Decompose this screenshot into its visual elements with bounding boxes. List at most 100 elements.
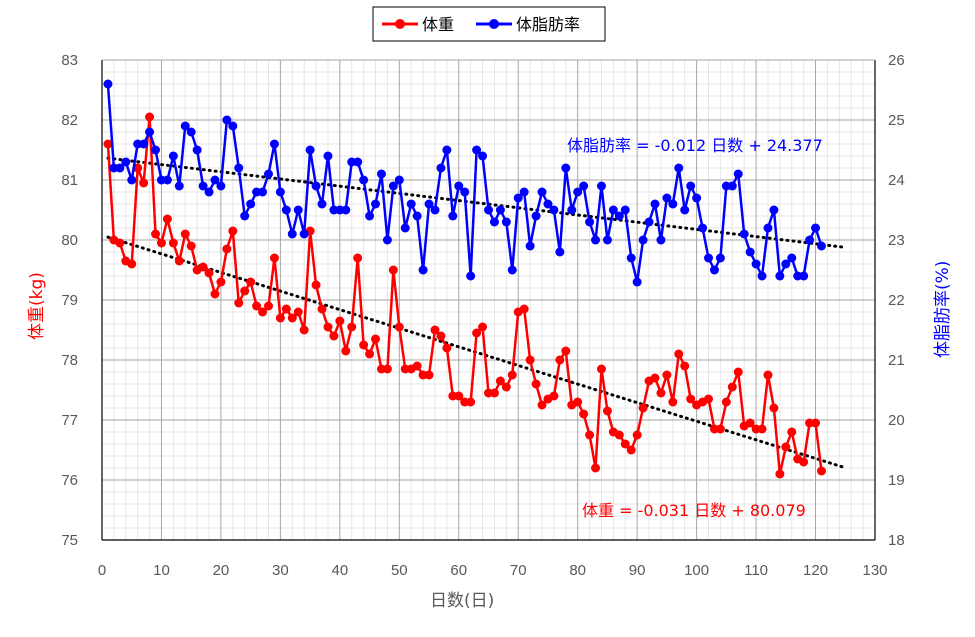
- data-point-weight: [382, 364, 392, 374]
- data-point-weight: [335, 316, 345, 326]
- data-point-weight: [240, 286, 250, 296]
- data-point-bodyfat: [216, 181, 226, 191]
- data-point-weight: [293, 307, 303, 317]
- data-point-bodyfat: [436, 163, 446, 173]
- left-y-tick-label: 77: [61, 412, 78, 429]
- data-point-bodyfat: [269, 139, 279, 149]
- data-point-weight: [775, 469, 785, 479]
- data-point-weight: [489, 388, 499, 398]
- data-point-weight: [650, 373, 660, 383]
- data-point-weight: [727, 382, 737, 392]
- data-point-weight: [531, 379, 541, 389]
- data-point-weight: [252, 301, 262, 311]
- data-point-bodyfat: [650, 199, 660, 209]
- data-point-bodyfat: [489, 217, 499, 227]
- data-point-bodyfat: [293, 205, 303, 215]
- data-point-bodyfat: [704, 253, 714, 263]
- data-point-weight: [246, 277, 256, 287]
- data-point-bodyfat: [656, 235, 666, 245]
- data-point-bodyfat: [608, 205, 618, 215]
- data-point-weight: [174, 256, 184, 266]
- data-point-weight: [733, 367, 743, 377]
- data-point-weight: [573, 397, 583, 407]
- data-point-weight: [204, 268, 214, 278]
- data-point-weight: [198, 262, 208, 272]
- data-point-weight: [715, 424, 725, 434]
- data-point-weight: [127, 259, 137, 269]
- data-point-weight: [287, 313, 297, 323]
- data-point-bodyfat: [115, 163, 125, 173]
- data-point-bodyfat: [632, 277, 642, 287]
- data-point-bodyfat: [341, 205, 351, 215]
- data-point-bodyfat: [174, 181, 184, 191]
- data-point-bodyfat: [537, 187, 547, 197]
- data-point-bodyfat: [376, 169, 386, 179]
- left-y-tick-label: 82: [61, 112, 78, 129]
- data-point-bodyfat: [472, 145, 482, 155]
- data-point-weight: [216, 277, 226, 287]
- data-point-bodyfat: [311, 181, 321, 191]
- data-point-weight: [115, 238, 125, 248]
- data-point-bodyfat: [495, 205, 505, 215]
- data-point-bodyfat: [805, 235, 815, 245]
- data-point-weight: [596, 364, 606, 374]
- data-point-bodyfat: [751, 259, 761, 269]
- data-point-bodyfat: [484, 205, 493, 215]
- data-point-bodyfat: [692, 193, 702, 203]
- data-point-weight: [757, 424, 767, 434]
- data-point-bodyfat: [454, 181, 464, 191]
- data-point-bodyfat: [210, 175, 220, 185]
- data-point-weight: [168, 238, 178, 248]
- x-tick-label: 10: [153, 562, 170, 579]
- data-point-bodyfat: [305, 145, 315, 155]
- data-point-bodyfat: [549, 205, 559, 215]
- data-point-bodyfat: [192, 145, 202, 155]
- data-point-weight: [359, 340, 369, 350]
- data-point-bodyfat: [602, 235, 612, 245]
- data-point-weight: [632, 430, 642, 440]
- data-point-bodyfat: [662, 193, 672, 203]
- data-point-weight: [371, 334, 381, 344]
- data-point-bodyfat: [412, 211, 422, 221]
- left-axis-title: 体重(kg): [27, 272, 47, 340]
- data-point-bodyfat: [180, 121, 190, 131]
- data-point-weight: [269, 253, 279, 263]
- data-point-weight: [365, 349, 375, 359]
- data-point-bodyfat: [371, 199, 381, 209]
- data-point-bodyfat: [263, 169, 273, 179]
- data-point-weight: [263, 301, 273, 311]
- x-tick-label: 30: [272, 562, 289, 579]
- data-point-bodyfat: [567, 205, 577, 215]
- left-y-tick-label: 79: [61, 292, 78, 309]
- grid: [101, 59, 876, 541]
- data-point-bodyfat: [388, 181, 398, 191]
- data-point-bodyfat: [418, 265, 428, 275]
- data-point-bodyfat: [727, 181, 737, 191]
- data-point-weight: [656, 388, 666, 398]
- data-point-weight: [721, 397, 731, 407]
- data-point-bodyfat: [442, 145, 452, 155]
- data-point-weight: [442, 343, 452, 353]
- data-point-weight: [787, 427, 797, 437]
- data-point-weight: [591, 463, 601, 473]
- data-point-bodyfat: [519, 187, 529, 197]
- left-y-tick-label: 78: [61, 352, 78, 369]
- data-point-weight: [674, 349, 684, 359]
- data-point-weight: [686, 394, 696, 404]
- data-point-bodyfat: [561, 163, 571, 173]
- data-point-bodyfat: [816, 241, 826, 251]
- data-point-bodyfat: [763, 223, 773, 233]
- right-y-tick-label: 23: [888, 232, 905, 249]
- left-y-tick-label: 75: [61, 532, 78, 549]
- data-point-bodyfat: [466, 271, 476, 281]
- data-point-weight: [222, 244, 232, 254]
- data-point-bodyfat: [596, 181, 606, 191]
- data-point-bodyfat: [585, 217, 595, 227]
- data-point-bodyfat: [121, 157, 131, 167]
- data-point-bodyfat: [579, 181, 589, 191]
- data-point-weight: [234, 298, 244, 308]
- right-y-tick-label: 25: [888, 112, 905, 129]
- data-point-weight: [210, 289, 220, 299]
- data-point-weight: [799, 457, 809, 467]
